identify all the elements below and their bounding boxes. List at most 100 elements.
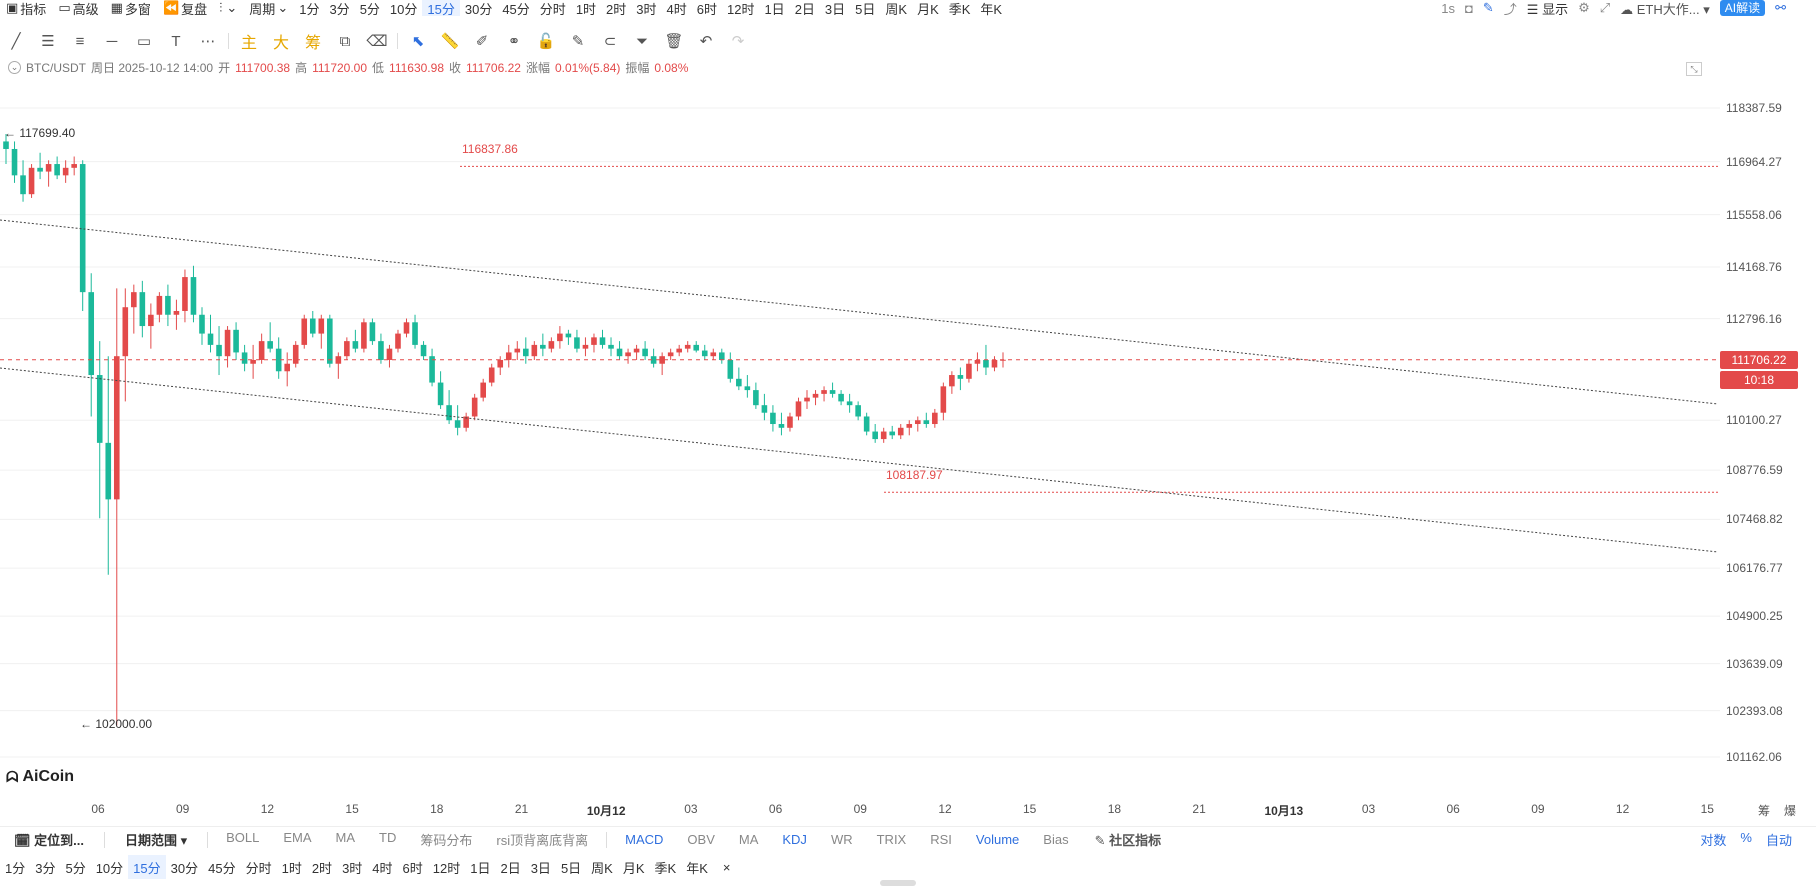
candle[interactable] [540, 333, 546, 357]
link-icon[interactable]: ⚯ [1775, 0, 1786, 15]
bottom-interval-15[interactable]: 2日 [500, 860, 521, 876]
candle[interactable] [361, 318, 367, 353]
candle[interactable] [139, 280, 146, 338]
bottom-interval-20[interactable]: 季K [654, 860, 677, 876]
interval-18[interactable]: 周K [885, 1, 908, 17]
candle[interactable] [258, 333, 265, 364]
candle[interactable] [20, 160, 26, 202]
big-label[interactable]: 大 [272, 35, 289, 52]
candle[interactable] [267, 322, 273, 353]
candle[interactable] [28, 164, 35, 198]
candle[interactable] [633, 344, 640, 360]
bottom-interval-1[interactable]: 3分 [35, 860, 56, 876]
bottom-interval-4[interactable]: 15分 [128, 855, 166, 879]
community-indicators-button[interactable]: ✎ 社区指标 [1094, 833, 1162, 848]
candle[interactable] [395, 329, 401, 353]
lower-level-label[interactable]: 108187.97 [886, 468, 943, 483]
redo-icon[interactable]: ↷ [731, 33, 745, 50]
interval-5[interactable]: 30分 [464, 1, 493, 17]
candle[interactable] [531, 341, 538, 360]
bottom-interval-10[interactable]: 3时 [342, 860, 363, 876]
candle[interactable] [369, 318, 376, 345]
main-indicator-2[interactable]: MA [335, 830, 356, 845]
trash-icon[interactable]: 🗑 [664, 33, 684, 50]
parallel-channel-icon[interactable]: ☰ [41, 33, 55, 50]
candle[interactable] [872, 424, 878, 443]
candle[interactable] [11, 141, 18, 183]
interval-2[interactable]: 5分 [359, 1, 380, 17]
camera-icon[interactable]: ◘ [1465, 0, 1473, 16]
source-dropdown[interactable]: ☁ ETH大作... ▾ [1620, 1, 1710, 17]
channel-upper-line[interactable] [0, 219, 1719, 405]
bottom-interval-12[interactable]: 6时 [402, 860, 423, 876]
interval-10[interactable]: 3时 [636, 1, 657, 17]
candle[interactable] [616, 341, 623, 360]
bottom-interval-17[interactable]: 5日 [560, 860, 582, 876]
candle[interactable] [79, 160, 86, 311]
horizontal-line-icon[interactable]: ─ [106, 32, 118, 50]
interval-15[interactable]: 2日 [794, 1, 815, 17]
ruler-icon[interactable]: 📏 [440, 33, 460, 50]
candle[interactable] [574, 329, 580, 353]
candle[interactable] [318, 314, 325, 349]
candle[interactable] [957, 367, 964, 391]
candle[interactable] [480, 378, 486, 402]
sub-indicator-3[interactable]: KDJ [782, 832, 807, 847]
interval-12[interactable]: 6时 [696, 1, 717, 17]
candle[interactable] [838, 390, 844, 406]
candle[interactable] [966, 359, 972, 383]
interval-14[interactable]: 1日 [764, 1, 785, 17]
interval-1[interactable]: 3分 [329, 1, 350, 17]
bottom-interval-2[interactable]: 5分 [65, 860, 86, 876]
candle[interactable] [608, 337, 614, 357]
bottom-interval-19[interactable]: 月K [622, 860, 645, 876]
fullscreen-icon[interactable]: ⤢ [1599, 0, 1611, 15]
candle[interactable] [105, 356, 112, 575]
time-axis-toggle-1[interactable]: 爆 [1783, 804, 1797, 818]
display-menu[interactable]: ☰ 显示 [1526, 1, 1569, 17]
candle[interactable] [446, 390, 452, 425]
candle[interactable] [591, 333, 597, 353]
upper-level-label[interactable]: 116837.86 [462, 142, 518, 157]
candle[interactable] [761, 393, 768, 421]
expand-icon[interactable]: ⤡ [1686, 62, 1702, 76]
text-tool-icon[interactable]: T [171, 32, 181, 50]
interval-19[interactable]: 月K [917, 1, 939, 17]
candle[interactable] [182, 269, 188, 323]
sub-indicator-8[interactable]: Bias [1043, 832, 1069, 847]
candle[interactable] [804, 390, 810, 409]
candle[interactable] [301, 314, 308, 349]
interval-21[interactable]: 年K [980, 1, 1003, 17]
candle[interactable] [625, 348, 631, 364]
candle[interactable] [932, 408, 938, 428]
candle[interactable] [855, 401, 861, 421]
candle[interactable] [923, 412, 930, 428]
candle[interactable] [642, 341, 648, 360]
candle[interactable] [829, 382, 836, 398]
bottom-interval-8[interactable]: 1时 [281, 860, 302, 876]
candle[interactable] [96, 341, 103, 519]
candle[interactable] [701, 344, 708, 360]
settings-icon[interactable]: ⚙ [1578, 0, 1590, 15]
interval-0[interactable]: 1分 [299, 1, 320, 17]
candle[interactable] [3, 133, 9, 165]
candle[interactable] [335, 352, 342, 379]
pointer-icon[interactable]: ⬉ [411, 33, 425, 50]
candle[interactable] [744, 375, 751, 398]
candle[interactable] [812, 390, 819, 406]
candle[interactable] [190, 265, 197, 323]
candle[interactable] [156, 292, 163, 323]
sub-indicator-1[interactable]: OBV [687, 832, 715, 847]
candle[interactable] [292, 341, 299, 368]
candle[interactable] [241, 344, 248, 372]
candle[interactable] [233, 322, 239, 360]
candle[interactable] [846, 393, 853, 413]
candle[interactable] [659, 352, 665, 376]
candle[interactable] [557, 326, 563, 349]
bottom-interval-16[interactable]: 3日 [530, 860, 551, 876]
candle[interactable] [420, 341, 427, 360]
brush-icon[interactable]: ✐ [475, 33, 489, 50]
candle[interactable] [650, 348, 657, 368]
undo-icon[interactable]: ↶ [699, 33, 713, 50]
candle[interactable] [863, 412, 870, 436]
